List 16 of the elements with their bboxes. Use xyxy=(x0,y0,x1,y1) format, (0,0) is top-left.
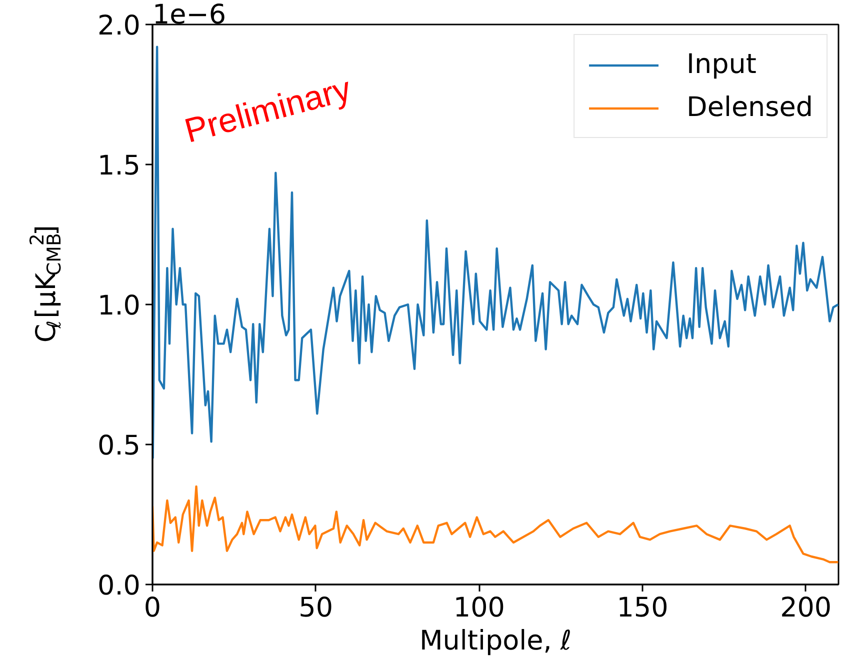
line-series xyxy=(152,46,838,460)
y-tick-label: 1.0 xyxy=(98,290,141,322)
y-tick-label: 0.0 xyxy=(98,570,141,602)
x-tick-label: 100 xyxy=(453,592,505,624)
line-series xyxy=(152,485,838,564)
x-tick-label: 50 xyxy=(298,592,334,624)
x-tick-label: 200 xyxy=(780,592,832,624)
annotation: 1e−6 xyxy=(152,0,226,30)
y-tick-label: 1.5 xyxy=(98,150,141,182)
legend-label: Delensed xyxy=(686,92,813,123)
y-tick-label: 0.5 xyxy=(98,430,141,462)
legend-label: Input xyxy=(686,49,756,80)
x-axis-title: Multipole, ℓ xyxy=(419,626,572,656)
x-tick-label: 0 xyxy=(144,592,162,624)
x-tick-label: 150 xyxy=(616,592,668,624)
y-tick-label: 2.0 xyxy=(98,10,141,42)
